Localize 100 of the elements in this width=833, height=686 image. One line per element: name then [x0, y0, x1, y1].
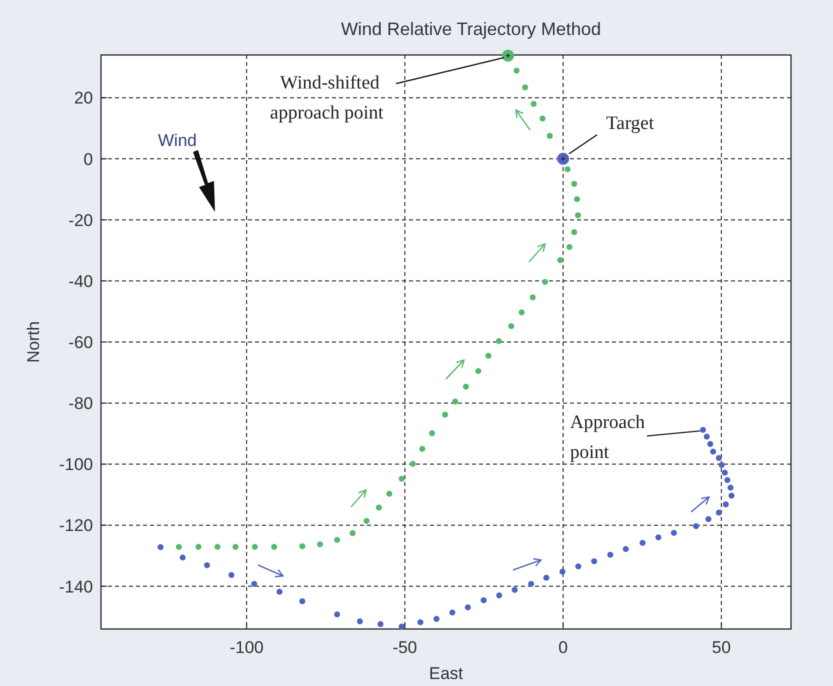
point: [704, 434, 710, 440]
point: [557, 257, 564, 264]
point: [496, 338, 502, 344]
point: [176, 544, 182, 550]
x-tick-label: -100: [230, 638, 264, 657]
x-tick-label: 50: [712, 638, 731, 657]
point: [377, 621, 384, 628]
chart-title: Wind Relative Trajectory Method: [340, 19, 602, 39]
point: [571, 180, 578, 187]
point: [655, 534, 662, 540]
point: [452, 398, 458, 405]
point: [410, 460, 416, 467]
x-axis-title: East: [428, 664, 464, 683]
annotation: Wind: [158, 131, 197, 150]
point: [508, 323, 514, 330]
point: [546, 132, 553, 139]
point: [214, 544, 220, 550]
point: [528, 580, 534, 587]
point: [574, 212, 581, 218]
point: [514, 68, 520, 74]
x-tick-label: -50: [392, 638, 418, 657]
point: [543, 574, 550, 581]
point: [252, 544, 258, 550]
point: [728, 492, 734, 499]
point: [334, 536, 340, 543]
point: [417, 619, 424, 626]
point: [228, 572, 234, 578]
point: [518, 309, 525, 316]
y-tick-label: 0: [84, 150, 93, 169]
point: [480, 597, 487, 604]
point: [705, 516, 712, 522]
point: [566, 244, 572, 250]
y-tick-label: -100: [58, 455, 93, 474]
point: [564, 166, 571, 172]
point: [607, 552, 614, 558]
point: [334, 611, 340, 618]
point: [722, 501, 729, 508]
point: [464, 604, 471, 610]
point: [557, 152, 570, 165]
point: [158, 544, 164, 550]
point: [462, 384, 469, 390]
point: [542, 278, 548, 285]
point: [540, 116, 546, 122]
point: [496, 592, 502, 598]
point: [204, 562, 210, 568]
point: [271, 544, 278, 550]
y-tick-label: -80: [68, 394, 93, 414]
point: [502, 50, 514, 62]
point: [571, 229, 578, 236]
point: [475, 368, 482, 374]
point: [530, 294, 536, 300]
point: [419, 446, 426, 452]
y-tick-label: -20: [68, 210, 93, 230]
point: [574, 196, 580, 202]
point: [728, 484, 734, 491]
point: [670, 530, 677, 536]
y-tick-label: 20: [74, 88, 93, 108]
point: [442, 412, 448, 418]
point: [724, 477, 730, 484]
point: [251, 580, 258, 587]
point: [398, 476, 405, 482]
y-axis-title: North: [24, 321, 43, 363]
point: [317, 541, 324, 548]
point: [299, 598, 306, 604]
point: [485, 352, 492, 359]
point: [350, 530, 356, 536]
point: [276, 588, 283, 595]
point: [364, 518, 370, 524]
point: [722, 470, 728, 476]
x-tick-label: 0: [558, 638, 568, 657]
point: [622, 546, 629, 552]
point: [693, 523, 700, 530]
point: [640, 540, 646, 546]
point: [195, 544, 202, 550]
point: [522, 84, 528, 90]
point: [398, 624, 405, 630]
point: [449, 610, 456, 616]
point: [299, 543, 306, 550]
point: [716, 455, 722, 462]
point: [716, 510, 722, 516]
annotation: Wind-shifted approach point: [270, 72, 384, 124]
annotation: Target: [606, 112, 655, 134]
point: [356, 618, 363, 624]
point: [376, 504, 382, 510]
point: [718, 462, 725, 468]
point: [180, 554, 186, 561]
point: [530, 100, 537, 107]
point: [575, 563, 582, 570]
point: [700, 426, 706, 433]
point: [386, 490, 392, 497]
point: [707, 440, 714, 447]
annotation: Approach point: [570, 412, 646, 463]
point: [710, 448, 716, 455]
point: [232, 544, 239, 550]
point: [512, 586, 518, 593]
y-tick-label: -120: [58, 516, 93, 536]
y-tick-label: -60: [68, 333, 93, 352]
point: [434, 616, 440, 622]
y-tick-label: -40: [68, 272, 93, 291]
point: [559, 568, 566, 575]
